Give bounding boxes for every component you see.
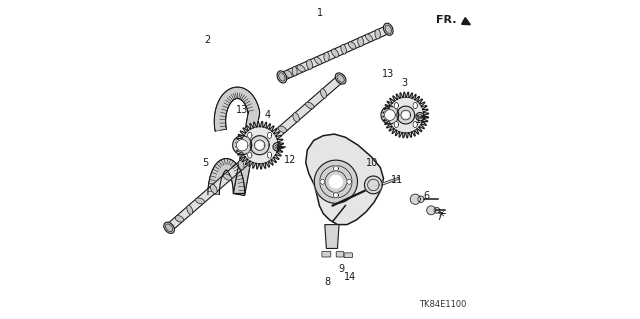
Polygon shape <box>416 113 424 121</box>
Ellipse shape <box>307 60 312 70</box>
Polygon shape <box>347 179 352 184</box>
Polygon shape <box>280 26 390 81</box>
Text: FR.: FR. <box>436 15 456 25</box>
Polygon shape <box>268 132 272 138</box>
Text: 13: 13 <box>236 105 248 115</box>
Ellipse shape <box>321 89 326 98</box>
Text: 1: 1 <box>317 8 323 19</box>
Polygon shape <box>248 152 252 158</box>
Ellipse shape <box>166 224 173 232</box>
Text: 2: 2 <box>204 35 211 45</box>
Text: 5: 5 <box>202 158 209 168</box>
Polygon shape <box>333 166 339 171</box>
Ellipse shape <box>278 73 285 81</box>
Polygon shape <box>248 132 252 138</box>
Polygon shape <box>166 75 343 231</box>
Ellipse shape <box>211 184 217 194</box>
Ellipse shape <box>332 49 339 57</box>
Ellipse shape <box>251 150 259 157</box>
Polygon shape <box>333 193 339 198</box>
Polygon shape <box>394 102 399 109</box>
Polygon shape <box>381 106 399 124</box>
Polygon shape <box>330 175 342 188</box>
Ellipse shape <box>358 37 364 47</box>
Ellipse shape <box>293 113 300 122</box>
Polygon shape <box>364 176 382 194</box>
Polygon shape <box>394 121 399 128</box>
Polygon shape <box>418 196 424 202</box>
Polygon shape <box>397 106 415 124</box>
FancyBboxPatch shape <box>336 252 344 257</box>
Text: TK84E1100: TK84E1100 <box>419 300 466 309</box>
Ellipse shape <box>348 42 356 49</box>
Ellipse shape <box>341 44 346 54</box>
Text: 11: 11 <box>391 175 403 185</box>
Ellipse shape <box>365 34 372 42</box>
Ellipse shape <box>238 160 244 170</box>
Polygon shape <box>383 92 429 138</box>
Ellipse shape <box>223 174 232 180</box>
Ellipse shape <box>278 126 287 132</box>
Polygon shape <box>233 136 252 155</box>
Ellipse shape <box>265 137 272 145</box>
Text: 13: 13 <box>382 69 394 79</box>
Text: 12: 12 <box>284 155 296 166</box>
Ellipse shape <box>175 216 184 222</box>
Polygon shape <box>427 206 436 215</box>
Ellipse shape <box>385 25 392 33</box>
Polygon shape <box>385 110 396 121</box>
Polygon shape <box>256 142 263 149</box>
Ellipse shape <box>383 23 393 35</box>
Ellipse shape <box>164 222 175 234</box>
Polygon shape <box>324 225 339 249</box>
Text: 6: 6 <box>423 191 429 201</box>
Polygon shape <box>208 87 260 196</box>
Text: 12: 12 <box>415 115 427 125</box>
Text: 4: 4 <box>264 110 271 120</box>
Polygon shape <box>250 136 269 155</box>
Text: 3: 3 <box>401 78 407 88</box>
Ellipse shape <box>292 66 297 76</box>
Polygon shape <box>314 160 358 203</box>
Ellipse shape <box>306 102 314 108</box>
Polygon shape <box>413 121 417 128</box>
Ellipse shape <box>324 52 329 62</box>
Ellipse shape <box>337 75 344 82</box>
Ellipse shape <box>297 65 305 72</box>
Polygon shape <box>320 179 325 184</box>
Ellipse shape <box>196 198 204 204</box>
Polygon shape <box>434 207 440 213</box>
FancyBboxPatch shape <box>344 253 353 258</box>
Polygon shape <box>268 152 272 158</box>
Ellipse shape <box>314 57 322 64</box>
Ellipse shape <box>335 73 346 84</box>
Text: 8: 8 <box>324 277 330 287</box>
Polygon shape <box>236 122 284 169</box>
Polygon shape <box>236 139 248 151</box>
Polygon shape <box>403 112 409 118</box>
Polygon shape <box>273 143 281 151</box>
Text: 9: 9 <box>339 264 345 274</box>
Polygon shape <box>410 194 420 204</box>
Ellipse shape <box>277 71 287 83</box>
Ellipse shape <box>375 29 380 39</box>
Ellipse shape <box>284 70 292 78</box>
Polygon shape <box>413 102 417 109</box>
Text: 14: 14 <box>344 272 356 282</box>
Polygon shape <box>306 134 383 225</box>
Ellipse shape <box>187 205 193 214</box>
FancyBboxPatch shape <box>322 251 331 257</box>
Text: 7: 7 <box>436 212 443 222</box>
Text: 10: 10 <box>366 158 378 168</box>
